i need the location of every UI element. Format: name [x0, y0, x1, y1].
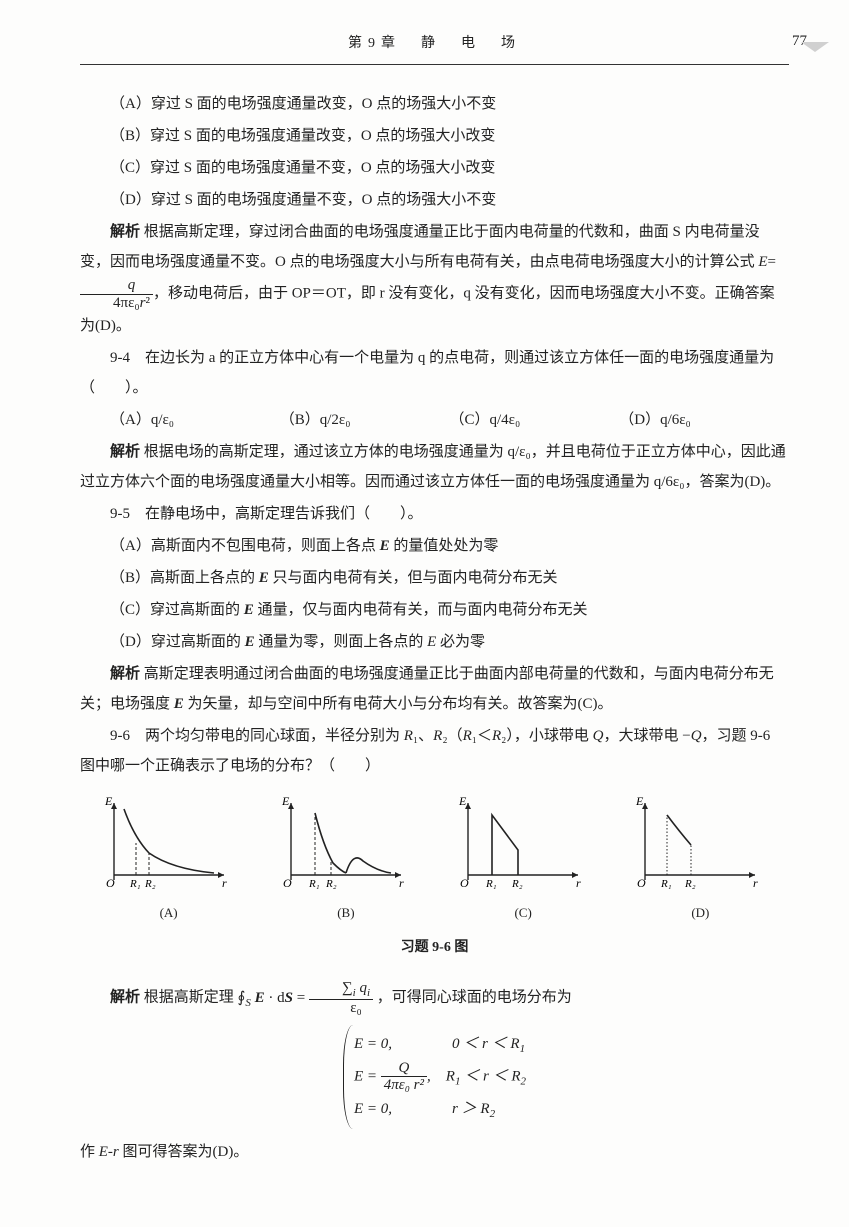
q3-ans-text1: 根据高斯定理，穿过闭合曲面的电场强度通量正比于面内电荷量的代数和，曲面 S 内电…: [80, 224, 760, 270]
chart-d-svg: E O R₁ R₂ r: [625, 795, 775, 891]
chart-b-label: (B): [271, 900, 421, 926]
svg-text:r: r: [753, 876, 758, 890]
chart-a: E O R₁ R₂ r (A): [94, 795, 244, 926]
chart-a-svg: E O R₁ R₂ r: [94, 795, 244, 891]
q4-opt-c: （C）q/4ε₀: [450, 405, 620, 435]
svg-text:r: r: [576, 876, 581, 890]
q3-ans-text2: ，移动电荷后，由于 OP＝OT，即 r 没有变化，q 没有变化，因而电场强度大小…: [80, 285, 775, 334]
q5-num: 9-5: [110, 506, 130, 522]
q6-fig-caption: 习题 9-6 图: [80, 934, 789, 962]
analysis-label: 解析: [110, 444, 140, 460]
q6-final: 作 E-r 图可得答案为(D)。: [80, 1137, 789, 1167]
q6-num: 9-6: [110, 728, 130, 744]
analysis-label: 解析: [110, 666, 140, 682]
chart-c: E O R₁ R₂ r (C): [448, 795, 598, 926]
q6-cases: E = 0, 0 ＜ r ＜ R1 E = Q4πε₀ r², R1 ＜ r ＜…: [80, 1025, 789, 1129]
q5-option-d: （D）穿过高斯面的 E 通量为零，则面上各点的 E 必为零: [80, 627, 789, 657]
q4-num: 9-4: [110, 350, 130, 366]
svg-text:R₁: R₁: [485, 878, 497, 890]
svg-text:E: E: [281, 794, 290, 808]
q5-option-b: （B）高斯面上各点的 E 只与面内电荷有关，但与面内电荷分布无关: [80, 563, 789, 593]
chart-a-label: (A): [94, 900, 244, 926]
q4-opt-d: （D）q/6ε₀: [619, 405, 789, 435]
q3-option-d: （D）穿过 S 面的电场强度通量不变，O 点的场强大小不变: [80, 185, 789, 215]
analysis-label: 解析: [110, 990, 140, 1006]
q3-analysis: 解析 根据高斯定理，穿过闭合曲面的电场强度通量正比于面内电荷量的代数和，曲面 S…: [80, 217, 789, 341]
q5-option-c: （C）穿过高斯面的 E 通量，仅与面内电荷有关，而与面内电荷分布无关: [80, 595, 789, 625]
svg-text:E: E: [458, 794, 467, 808]
chart-c-svg: E O R₁ R₂ r: [448, 795, 598, 891]
q5-stem-text: 在静电场中，高斯定理告诉我们（ ）。: [130, 506, 423, 522]
svg-text:O: O: [106, 876, 115, 890]
page-number: 77: [792, 26, 807, 56]
q4-stem-text: 在边长为 a 的正立方体中心有一个电量为 q 的点电荷，则通过该立方体任一面的电…: [80, 350, 774, 396]
chart-d: E O R₁ R₂ r (D): [625, 795, 775, 926]
q6-ans-pre: 根据高斯定理: [144, 990, 234, 1006]
q3-option-c: （C）穿过 S 面的电场强度通量不变，O 点的场强大小改变: [80, 153, 789, 183]
q4-ans-text: 根据电场的高斯定理，通过该立方体的电场强度通量为 q/ε₀，并且电荷位于正立方体…: [80, 444, 786, 490]
svg-text:R₂: R₂: [325, 878, 337, 890]
q4-stem: 9-4 在边长为 a 的正立方体中心有一个电量为 q 的点电荷，则通过该立方体任…: [80, 343, 789, 403]
svg-text:R₂: R₂: [144, 878, 156, 890]
svg-text:R₁: R₁: [129, 878, 141, 890]
svg-text:O: O: [637, 876, 646, 890]
svg-text:O: O: [460, 876, 469, 890]
q4-analysis: 解析 根据电场的高斯定理，通过该立方体的电场强度通量为 q/ε₀，并且电荷位于正…: [80, 437, 789, 497]
q6-ans-post: ，可得同心球面的电场分布为: [377, 990, 572, 1006]
q4-opt-b: （B）q/2ε₀: [280, 405, 450, 435]
chart-c-label: (C): [448, 900, 598, 926]
q3-option-b: （B）穿过 S 面的电场强度通量改变，O 点的场强大小改变: [80, 121, 789, 151]
svg-text:E: E: [104, 794, 113, 808]
page-header: 第9章 静 电 场 77: [80, 30, 789, 65]
svg-text:E: E: [635, 794, 644, 808]
chart-b: E O R₁ R₂ r (B): [271, 795, 421, 926]
chart-d-label: (D): [625, 900, 775, 926]
svg-text:R₁: R₁: [660, 878, 672, 890]
svg-text:r: r: [222, 876, 227, 890]
q4-opt-a: （A）q/ε₀: [110, 405, 280, 435]
q5-option-a: （A）高斯面内不包围电荷，则面上各点 E 的量值处处为零: [80, 531, 789, 561]
q4-options: （A）q/ε₀ （B）q/2ε₀ （C）q/4ε₀ （D）q/6ε₀: [80, 405, 789, 435]
q6-stem: 9-6 两个均匀带电的同心球面，半径分别为 R₁、R₂（R₁＜R₂），小球带电 …: [80, 721, 789, 781]
q5-stem: 9-5 在静电场中，高斯定理告诉我们（ ）。: [80, 499, 789, 529]
svg-text:R₂: R₂: [684, 878, 696, 890]
q6-charts: E O R₁ R₂ r (A) E O R₁ R₂ r (B): [80, 795, 789, 926]
q6-analysis: 解析 根据高斯定理 ∮S E · dS = ∑i qiε₀ ，可得同心球面的电场…: [80, 980, 789, 1017]
svg-text:R₂: R₂: [511, 878, 523, 890]
svg-text:r: r: [399, 876, 404, 890]
chapter-title: 第9章 静 电 场: [348, 36, 521, 51]
svg-text:O: O: [283, 876, 292, 890]
q5-analysis: 解析 高斯定理表明通过闭合曲面的电场强度通量正比于曲面内部电荷量的代数和，与面内…: [80, 659, 789, 719]
q3-option-a: （A）穿过 S 面的电场强度通量改变，O 点的场强大小不变: [80, 89, 789, 119]
analysis-label: 解析: [110, 224, 140, 240]
svg-text:R₁: R₁: [308, 878, 320, 890]
chart-b-svg: E O R₁ R₂ r: [271, 795, 421, 891]
